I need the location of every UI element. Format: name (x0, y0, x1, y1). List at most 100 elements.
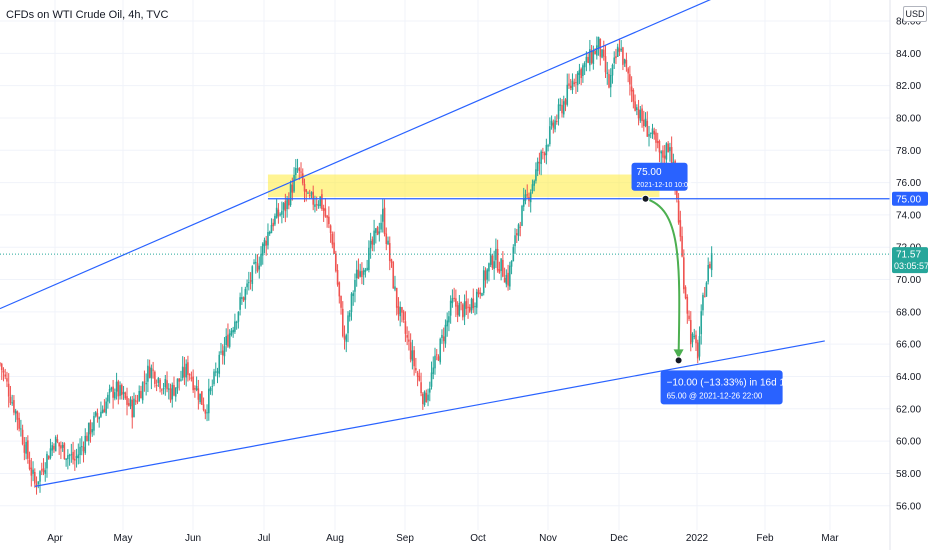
candle-body (616, 46, 619, 57)
candle-body (696, 342, 699, 359)
time-tick-label: 2022 (686, 533, 709, 544)
candle-body (395, 287, 398, 308)
candle-body (333, 242, 335, 254)
candle-body (279, 214, 281, 216)
candle-body (314, 204, 316, 207)
candle-body (199, 393, 201, 403)
candle-body (30, 467, 33, 476)
candle-body (416, 372, 419, 377)
candle-body (556, 120, 558, 122)
time-axis[interactable]: Apr May Jun Jul Aug Sep Oct Nov Dec 2022 Feb Mar (47, 533, 839, 544)
candle-body (397, 306, 400, 315)
candle-body (322, 207, 325, 211)
candle-body (89, 422, 92, 435)
candle-body (345, 334, 348, 342)
candle-body (479, 292, 482, 295)
candle-body (188, 374, 191, 376)
candle-body (274, 215, 276, 225)
price-projection[interactable]: 75.00 2021-12-10 10:00 −10.00 (−13.33%) in… (631, 162, 797, 405)
candle-body (382, 208, 384, 222)
candle-body (84, 435, 87, 453)
candle-body (23, 444, 26, 453)
candle-body (157, 377, 160, 383)
projection-start-point[interactable] (641, 194, 650, 203)
candle-body (16, 411, 19, 420)
candle-body (150, 367, 153, 379)
candle-body (131, 399, 134, 418)
candle-body (49, 448, 52, 458)
candle-body (420, 382, 422, 394)
candle-body (242, 297, 245, 301)
currency-button[interactable]: USD (903, 6, 927, 22)
candle-body (663, 155, 666, 159)
candle-body (404, 321, 407, 334)
candle-body (105, 401, 107, 414)
candle-body (291, 184, 294, 193)
candle-body (354, 279, 356, 292)
candle-body (195, 386, 198, 391)
upper-channel-line[interactable] (0, 0, 717, 310)
candle-body (152, 369, 154, 371)
candle-body (326, 215, 328, 218)
candle-body (425, 393, 428, 403)
candle-body (317, 204, 320, 206)
time-tick-label: Mar (821, 533, 839, 544)
candle-body (606, 72, 609, 74)
candle-body (484, 270, 487, 281)
price-tick-label: 62.00 (896, 404, 921, 415)
candle-body (630, 86, 633, 92)
candle-body (392, 262, 395, 289)
candle-body (428, 388, 431, 393)
candle-body (93, 416, 95, 431)
candle-body (434, 355, 436, 369)
candle-body (385, 233, 388, 244)
candle-body (221, 350, 224, 356)
projection-start-time: 2021-12-10 10:00 (637, 182, 692, 189)
candle-body (355, 269, 358, 279)
candle-body (505, 274, 508, 285)
candle-body (35, 484, 38, 487)
lower-channel-line[interactable] (34, 340, 825, 487)
candle-body (658, 140, 661, 153)
candle-body (623, 59, 626, 64)
projection-arrow[interactable] (645, 197, 681, 355)
candle-body (462, 304, 464, 318)
projection-end-point[interactable] (674, 356, 683, 365)
candle-body (239, 297, 241, 310)
candle-body (686, 296, 689, 314)
candle-body (369, 240, 372, 249)
candle-body (289, 183, 292, 206)
candle-body (216, 371, 219, 373)
candle-body (535, 169, 537, 181)
candle-body (138, 390, 140, 401)
candle-body (709, 263, 711, 269)
candle-body (32, 469, 34, 474)
candle-body (401, 307, 403, 313)
candle-body (691, 333, 694, 343)
candle-body (286, 198, 288, 210)
candle-body (482, 270, 485, 294)
candle-body (154, 371, 156, 384)
time-tick-label: May (114, 533, 133, 544)
candle-body (80, 446, 83, 448)
candle-body (350, 293, 353, 313)
candle-body (582, 65, 584, 77)
candle-body (446, 320, 448, 327)
candle-body (491, 255, 494, 268)
candle-body (613, 57, 616, 64)
candle-body (493, 261, 495, 270)
candle-body (390, 259, 393, 263)
candle-body (406, 335, 408, 338)
candle-body (679, 220, 682, 237)
candle-body (187, 362, 189, 375)
candle-body (604, 56, 607, 73)
trendlines[interactable] (0, 0, 890, 487)
candle-body (703, 296, 706, 298)
candle-body (202, 404, 205, 411)
supply-zone-highlight[interactable] (267, 174, 660, 198)
candle-body (254, 261, 257, 264)
candle-body (47, 456, 50, 460)
candle-body (44, 470, 47, 474)
candle-body (538, 162, 541, 164)
